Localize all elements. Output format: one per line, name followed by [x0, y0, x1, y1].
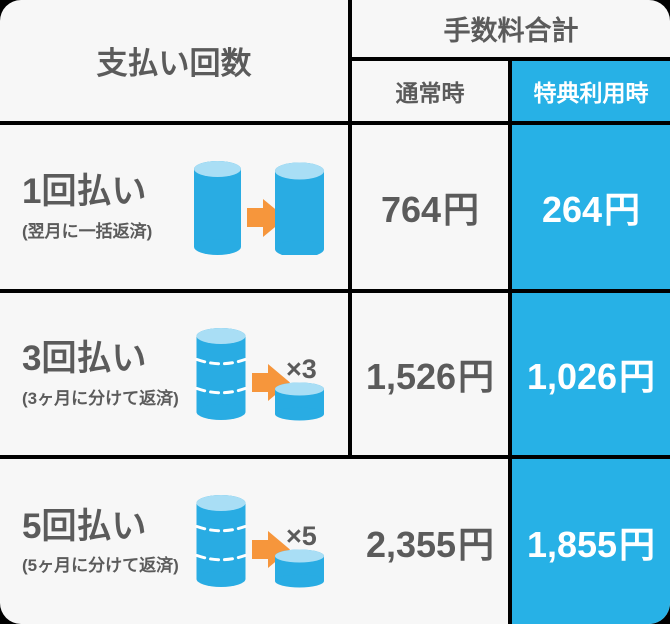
svg-text:×5: ×5 [286, 521, 317, 551]
svg-text:×3: ×3 [286, 354, 317, 384]
